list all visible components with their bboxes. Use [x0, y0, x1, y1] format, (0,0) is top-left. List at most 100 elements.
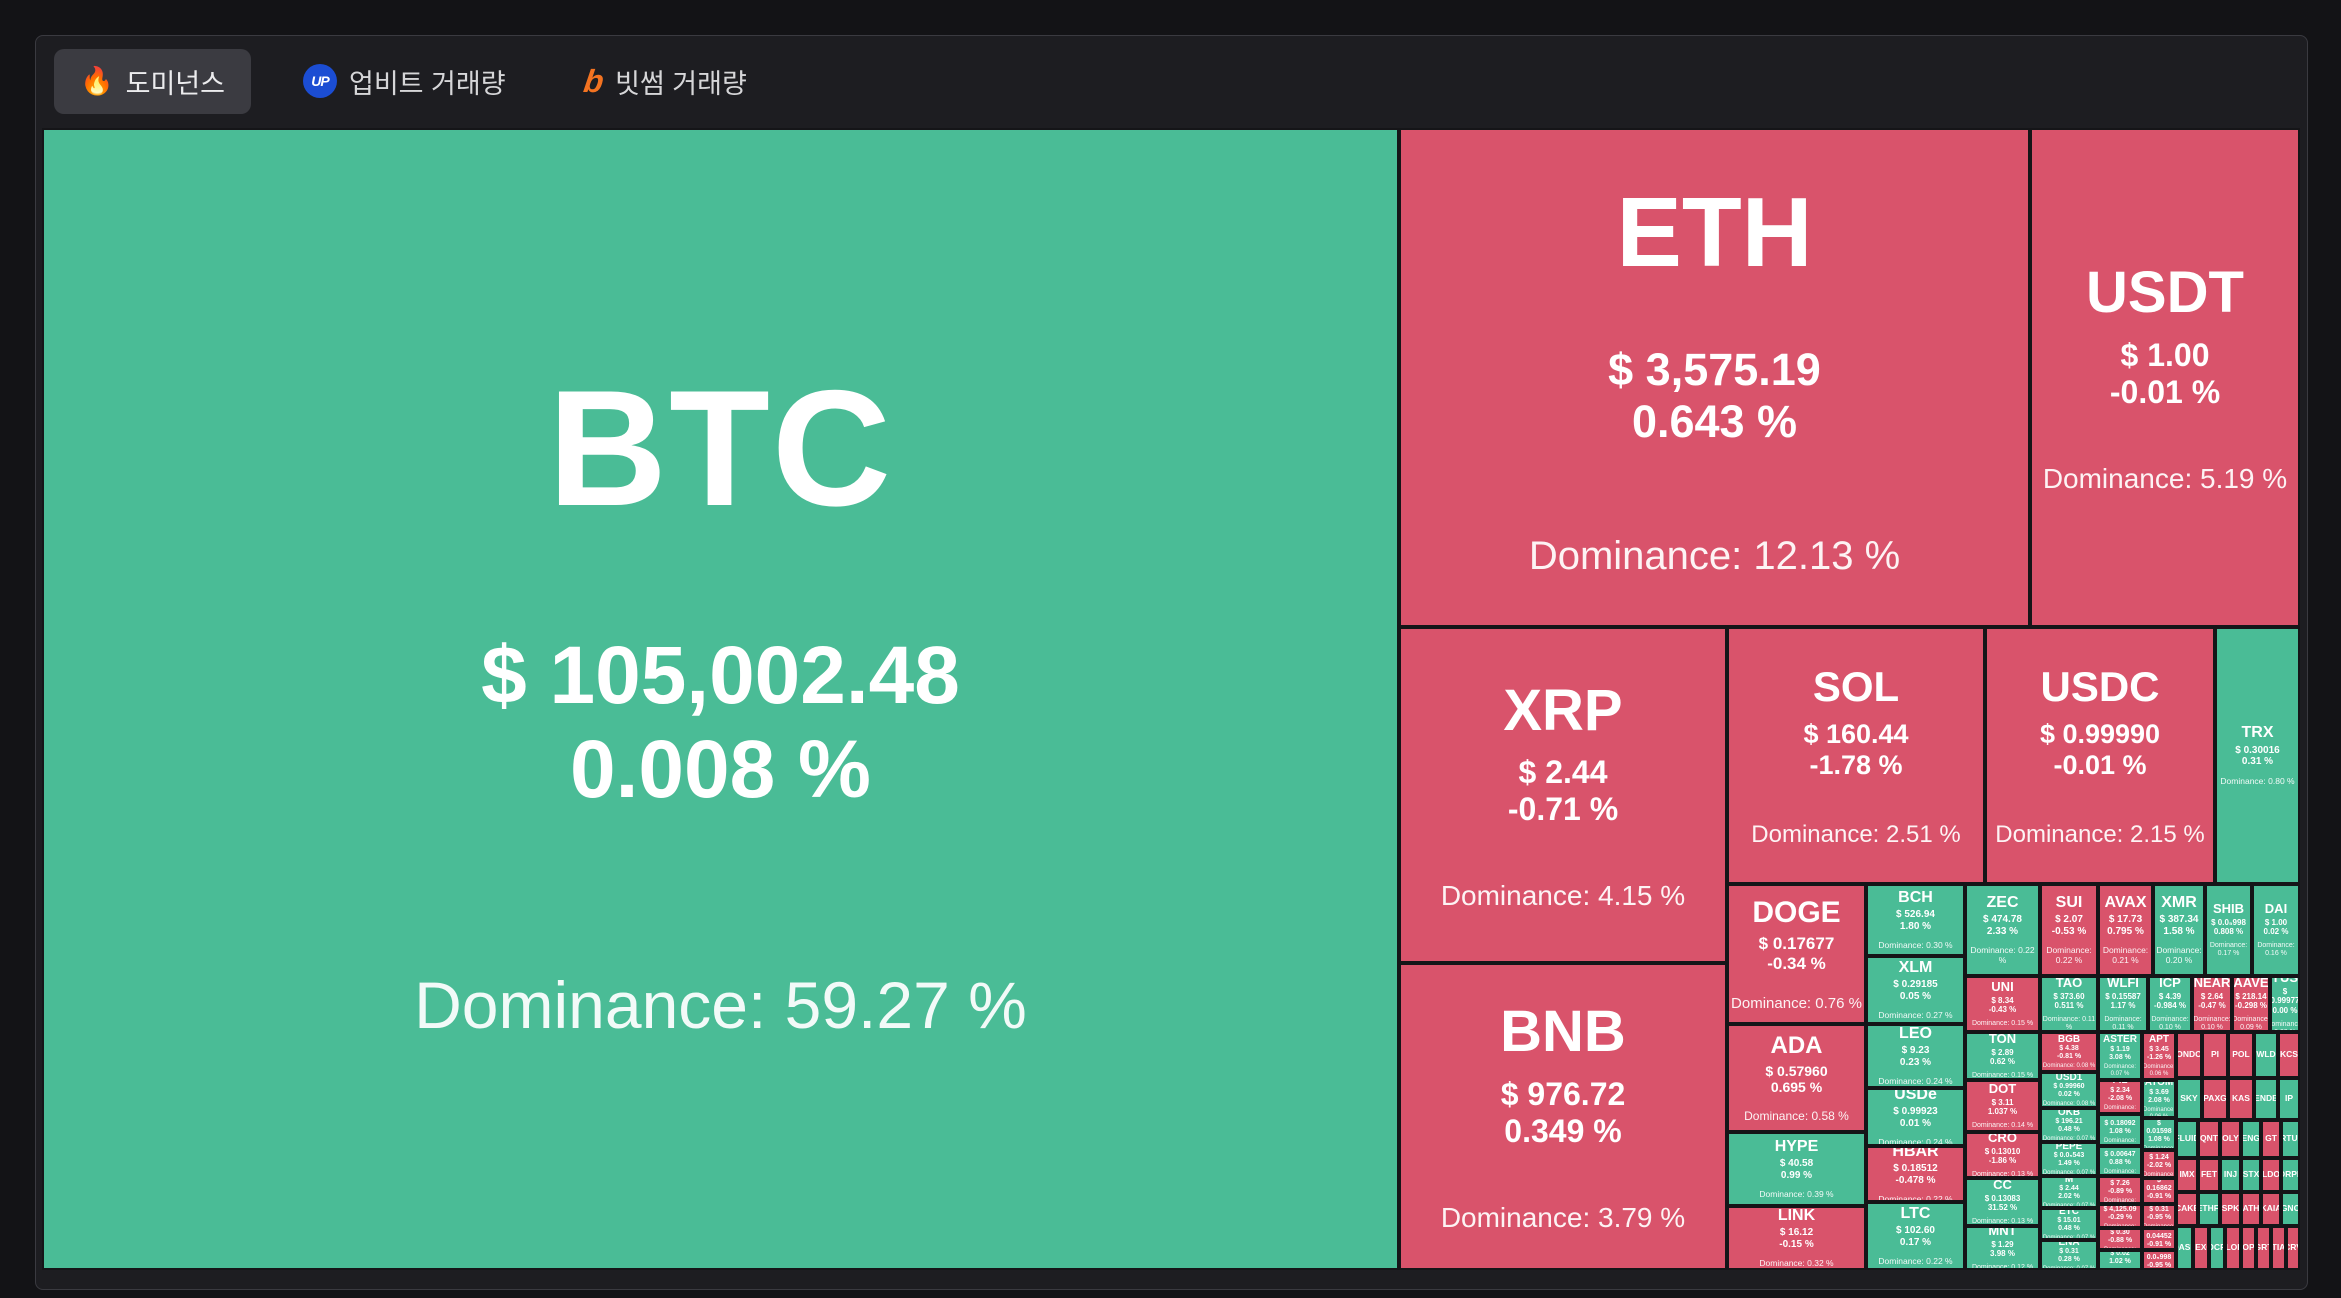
tile-trump[interactable]: TRUMP$ 7.26-0.89 % Dominance: 0.05 % [2098, 1176, 2142, 1204]
tile-fet[interactable]: FET [2198, 1158, 2220, 1192]
tile-cro[interactable]: CRO $ 0.13010 -1.86 % Dominance: 0.13 % [1965, 1132, 2040, 1178]
tile-atom[interactable]: ATOM $ 3.69 2.08 % Dominance: 0.06 % [2142, 1080, 2176, 1118]
tile-okb[interactable]: OKB $ 196.21 0.48 % Dominance: 0.07 % [2040, 1108, 2098, 1142]
tile-apt[interactable]: APT $ 3.45 -1.26 % Dominance: 0.06 % [2142, 1032, 2176, 1080]
tile-morpho[interactable]: MORPHO [2281, 1158, 2300, 1192]
tile-cake[interactable]: CAKE [2176, 1192, 2198, 1226]
tile-dcr[interactable]: DCR [2209, 1226, 2225, 1270]
tile-ton[interactable]: TON $ 2.89 0.62 % Dominance: 0.15 % [1965, 1032, 2040, 1080]
tile-doge[interactable]: DOGE $ 0.17677 -0.34 % Dominance: 0.76 % [1727, 884, 1866, 1024]
tile-paxg[interactable]: PAXG [2202, 1078, 2228, 1120]
tile-xaut[interactable]: XAUt$ 4,125.09-0.29 %Dominance: 0.05 % [2098, 1204, 2142, 1228]
tile-xlm[interactable]: XLM $ 0.29185 0.05 % Dominance: 0.27 % [1866, 956, 1965, 1024]
tile-floki[interactable]: FLOKI [2225, 1226, 2241, 1270]
tile-eth[interactable]: ETH $ 3,575.19 0.643 % Dominance: 12.13 % [1399, 128, 2030, 627]
tile-near[interactable]: NEAR $ 2.64 -0.47 % Dominance: 0.10 % [2192, 976, 2232, 1032]
tile-usd1[interactable]: USD1 $ 0.99960 0.02 % Dominance: 0.08 % [2040, 1072, 2098, 1108]
tile-avax[interactable]: AVAX $ 17.73 0.795 % Dominance: 0.21 % [2098, 884, 2153, 976]
tile-shib[interactable]: SHIB $ 0.0₅998 0.808 % Dominance: 0.17 % [2205, 884, 2252, 976]
tile-gt[interactable]: GT [2261, 1120, 2281, 1158]
tile-sol[interactable]: SOL $ 160.44 -1.78 % Dominance: 2.51 % [1727, 627, 1985, 884]
tile-uni[interactable]: UNI $ 8.34 -0.43 % Dominance: 0.15 % [1965, 976, 2040, 1032]
tile-bnb[interactable]: BNB $ 976.72 0.349 % Dominance: 3.79 % [1399, 963, 1727, 1270]
tile-fluid[interactable]: FLUID [2176, 1120, 2198, 1158]
tile-bgb[interactable]: BGB $ 4.38 -0.81 % Dominance: 0.08 % [2040, 1032, 2098, 1072]
tile-trx[interactable]: TRX $ 0.30016 0.31 % Dominance: 0.80 % [2215, 627, 2300, 884]
tile-ath[interactable]: ATH [2241, 1192, 2261, 1226]
tile-pepe[interactable]: PEPE $ 0.0₅543 1.49 % Dominance: 0.07 % [2040, 1142, 2098, 1176]
tile-btc[interactable]: BTC $ 105,002.48 0.008 % Dominance: 59.27 % [42, 128, 1399, 1270]
tile-usdt[interactable]: USDT $ 1.00 -0.01 % Dominance: 5.19 % [2030, 128, 2300, 627]
tile-usdc[interactable]: USDC $ 0.99990 -0.01 % Dominance: 2.15 % [1985, 627, 2215, 884]
tile-etc[interactable]: ETC $ 15.01 0.48 % Dominance: 0.07 % [2040, 1208, 2098, 1240]
tile-wlfi[interactable]: WLFI $ 0.15587 1.17 % Dominance: 0.11 % [2098, 976, 2148, 1032]
tile-op[interactable]: OP [2241, 1226, 2256, 1270]
tile-pi[interactable]: PI [2202, 1032, 2228, 1078]
tab-dominance[interactable]: 🔥 도미넌스 [54, 48, 251, 114]
tile-wld[interactable]: WLD [2254, 1032, 2278, 1078]
tile-imx[interactable]: IMX [2176, 1158, 2198, 1192]
tile-usde[interactable]: USDe $ 0.99923 0.01 % Dominance: 0.24 % [1866, 1088, 1965, 1146]
tile-xmr[interactable]: XMR $ 387.34 1.58 % Dominance: 0.20 % [2153, 884, 2205, 976]
tile-ena[interactable]: ENA $ 0.31 0.28 % Dominance: 0.07 % [2040, 1240, 2098, 1270]
tile-xrp[interactable]: XRP $ 2.44 -0.71 % Dominance: 4.15 % [1399, 627, 1727, 963]
tile-nexo[interactable]: NEXO [2193, 1226, 2209, 1270]
tile-kaia[interactable]: KAIA [2261, 1192, 2281, 1226]
tile-tao[interactable]: TAO $ 373.60 0.511 % Dominance: 0.11 % [2040, 976, 2098, 1032]
tile-virtual[interactable]: VIRTUAL [2281, 1120, 2300, 1158]
tile-ip[interactable]: IP [2278, 1078, 2300, 1120]
tile-hype[interactable]: HYPE $ 40.58 0.99 % Dominance: 0.39 % [1727, 1132, 1866, 1206]
tile-bonk[interactable]: BONK$ 0.0₅998-0.95 %Dominance: 0.04 % [2142, 1250, 2176, 1270]
tile-crv[interactable]: CRV [2286, 1226, 2300, 1270]
tile-ldo[interactable]: LDO [2261, 1158, 2281, 1192]
tile-gno[interactable]: GNO [2281, 1192, 2300, 1226]
tile-ada[interactable]: ADA $ 0.57960 0.695 % Dominance: 0.58 % [1727, 1024, 1866, 1132]
tile-ondo[interactable]: ONDO [2176, 1032, 2202, 1078]
tile-aero[interactable]: AERO$ 1.24-2.02 % Dominance: 0.05 % [2142, 1150, 2176, 1178]
tab-bithumb-volume[interactable]: b 빗썸 거래량 [558, 49, 773, 114]
tile-arb[interactable]: ARB$ 0.30-0.88 % Dominance: 0.05 % [2098, 1228, 2142, 1250]
tile-inj[interactable]: INJ [2220, 1158, 2241, 1192]
tile-dash[interactable]: DASH [2176, 1226, 2193, 1270]
tile-render[interactable]: RENDER [2254, 1078, 2278, 1120]
tile-zec[interactable]: ZEC $ 474.78 2.33 % Dominance: 0.22 % [1965, 884, 2040, 976]
tile-link[interactable]: LINK $ 16.12 -0.15 % Dominance: 0.32 % [1727, 1206, 1866, 1270]
tile-leo[interactable]: LEO $ 9.23 0.23 % Dominance: 0.24 % [1866, 1024, 1965, 1088]
tile-jup[interactable]: JUP$ 0.31-0.95 %Dominance: 0.04 % [2142, 1204, 2176, 1228]
tab-upbit-volume[interactable]: UP 업비트 거래량 [277, 49, 532, 114]
tile-spk[interactable]: SPK [2220, 1192, 2241, 1226]
tile-tia[interactable]: TIA [2271, 1226, 2286, 1270]
tile-dominance: Dominance: 0.08 % [2042, 1063, 2096, 1070]
tile-aster[interactable]: ASTER $ 1.19 3.08 % Dominance: 0.07 % [2098, 1032, 2142, 1080]
tile-sky[interactable]: SKY [2176, 1078, 2202, 1120]
tile-qnt[interactable]: QNT [2198, 1120, 2220, 1158]
tile-cc[interactable]: CC $ 0.13083 31.52 % Dominance: 0.13 % [1965, 1178, 2040, 1226]
tile-stx[interactable]: STX [2241, 1158, 2261, 1192]
tile-ltc[interactable]: LTC $ 102.60 0.17 % Dominance: 0.22 % [1866, 1202, 1965, 1270]
tile-pengu[interactable]: PENGU [2241, 1120, 2261, 1158]
tile-kcs[interactable]: KCS [2278, 1032, 2300, 1078]
tile-grt[interactable]: GRT [2256, 1226, 2271, 1270]
tile-polyx[interactable]: POLYX [2220, 1120, 2241, 1158]
tile-sui[interactable]: SUI $ 2.07 -0.53 % Dominance: 0.22 % [2040, 884, 2098, 976]
tile-bch[interactable]: BCH $ 526.94 1.80 % Dominance: 0.30 % [1866, 884, 1965, 956]
tile-hbar[interactable]: HBAR $ 0.18512 -0.478 % Dominance: 0.22 % [1866, 1146, 1965, 1202]
tile-vet[interactable]: VET$ 0.021.02 %Dominance: 0.05 % [2098, 1250, 2142, 1270]
tile-fil[interactable]: FIL$ 2.34-2.08 % Dominance: 0.06 % [2098, 1080, 2142, 1114]
tile-kas[interactable]: KAS [2228, 1078, 2254, 1120]
tile-dai[interactable]: DAI $ 1.00 0.02 % Dominance: 0.16 % [2252, 884, 2300, 976]
tile-mnt[interactable]: MNT $ 1.29 3.98 % Dominance: 0.12 % [1965, 1226, 2040, 1270]
tile-aave[interactable]: AAVE $ 218.14 -0.298 % Dominance: 0.09 % [2232, 976, 2270, 1032]
tile-xdc[interactable]: XDC$ 0.04452-0.91 %Dominance: 0.04 % [2142, 1228, 2176, 1250]
tile-sei[interactable]: SEI$ 0.16862-0.91 %Dominance: 0.05 % [2142, 1178, 2176, 1204]
tile-dot[interactable]: DOT $ 3.11 1.037 % Dominance: 0.14 % [1965, 1080, 2040, 1132]
tile-m[interactable]: M $ 2.44 2.02 % Dominance: 0.07 % [2040, 1176, 2098, 1208]
tile-icp[interactable]: ICP $ 4.39 -0.984 % Dominance: 0.10 % [2148, 976, 2192, 1032]
tile-symbol: TIA [2271, 1242, 2286, 1253]
tile-pol[interactable]: POL [2228, 1032, 2254, 1078]
